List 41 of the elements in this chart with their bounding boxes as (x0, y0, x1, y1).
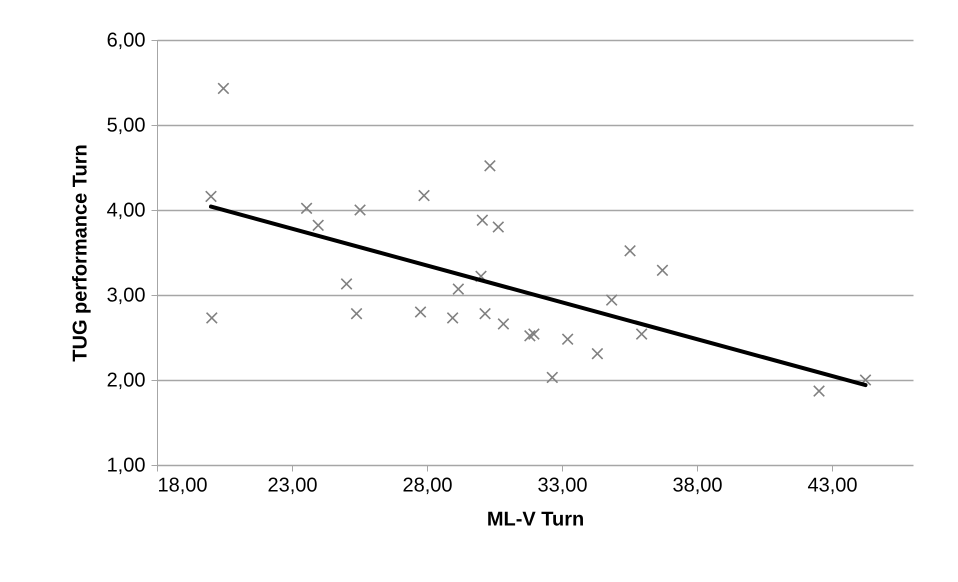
point (452, 283, 464, 296)
point (497, 318, 510, 330)
point (217, 82, 230, 94)
point (624, 244, 636, 257)
point (484, 160, 496, 172)
point (562, 333, 574, 346)
x-tick-label: 38,00 (672, 474, 723, 496)
point (524, 330, 536, 342)
point (606, 294, 618, 306)
point (492, 220, 504, 234)
point (204, 190, 218, 202)
y-tick-label: 1,00 (106, 454, 146, 476)
y-tick-label: 5,00 (106, 114, 146, 136)
point (591, 348, 604, 360)
point (546, 371, 558, 384)
point (656, 264, 668, 276)
point (312, 219, 324, 232)
point (479, 308, 492, 320)
point (528, 328, 540, 340)
x-axis-title: ML-V Turn (486, 508, 584, 530)
point (636, 328, 648, 340)
point (418, 190, 430, 202)
x-tick-label: 28,00 (402, 474, 453, 496)
point (812, 385, 826, 398)
point (350, 308, 363, 320)
point (476, 214, 488, 226)
y-axis-title: TUG performance Turn (70, 144, 92, 362)
x-tick-label: 33,00 (537, 474, 588, 496)
point (206, 312, 218, 324)
point (340, 278, 353, 290)
y-tick-label: 4,00 (106, 200, 146, 222)
x-tick-label: 43,00 (807, 474, 858, 496)
x-tick-label: 18,00 (158, 474, 208, 496)
y-tick-label: 6,00 (106, 30, 146, 52)
point (300, 202, 313, 214)
point (446, 312, 459, 324)
y-tick-label: 3,00 (106, 284, 146, 306)
x-tick-label: 23,00 (267, 474, 318, 496)
y-tick-label: 2,00 (106, 370, 146, 392)
point (414, 306, 427, 318)
point (354, 204, 366, 216)
